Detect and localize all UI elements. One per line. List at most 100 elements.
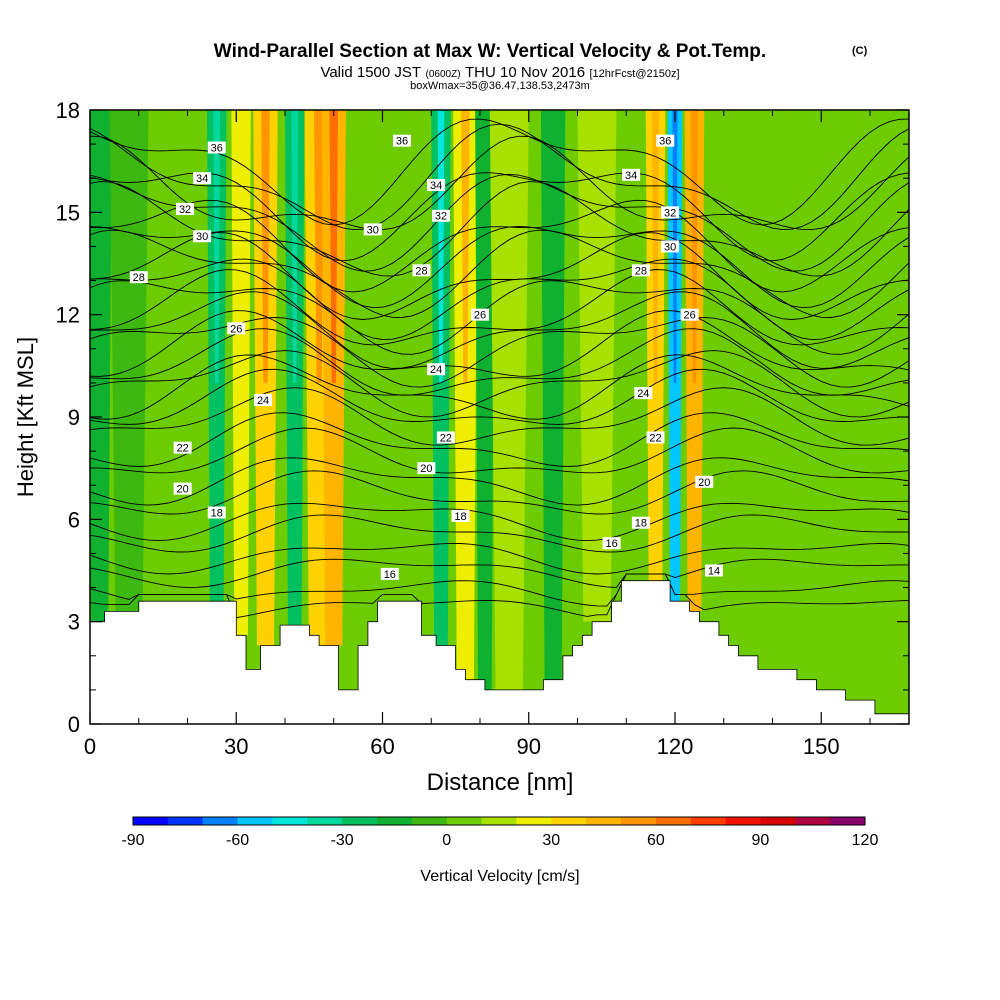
colorbar-label: Vertical Velocity [cm/s] <box>420 868 579 885</box>
contour-label: 20 <box>695 475 714 489</box>
velocity-column <box>394 110 420 602</box>
theta-contour <box>90 280 909 355</box>
contour-label: 18 <box>451 509 470 523</box>
velocity-core <box>291 110 299 383</box>
velocity-core <box>314 110 325 383</box>
contour-label: 18 <box>207 506 226 520</box>
contour-label: 16 <box>602 537 621 550</box>
colorbar-swatch <box>377 817 413 825</box>
theta-contour <box>90 502 909 542</box>
colorbar-swatch <box>795 817 831 825</box>
theta-contour <box>90 427 909 474</box>
svg-text:32: 32 <box>664 207 676 219</box>
y-tick-label: 9 <box>68 405 80 430</box>
colorbar-swatch <box>446 817 483 825</box>
colorbar-swatch <box>690 817 727 825</box>
colorbar-tick-label: 0 <box>442 832 451 849</box>
svg-text:30: 30 <box>664 241 676 253</box>
colorbar-tick-label: -90 <box>121 832 144 849</box>
svg-text:36: 36 <box>211 143 223 155</box>
terrain-layer <box>90 580 909 724</box>
svg-text:32: 32 <box>435 211 447 223</box>
svg-text:22: 22 <box>177 443 189 455</box>
svg-text:34: 34 <box>430 180 442 192</box>
colorbar-tick-label: 60 <box>647 832 665 849</box>
svg-text:20: 20 <box>177 484 189 496</box>
colorbar-swatch <box>621 817 657 825</box>
contour-label: 20 <box>417 462 436 475</box>
svg-text:26: 26 <box>230 323 242 335</box>
y-tick-label: 15 <box>56 200 80 225</box>
contour-label: 24 <box>427 363 446 376</box>
velocity-column <box>621 110 641 581</box>
svg-text:18: 18 <box>211 508 223 520</box>
theta-contour <box>90 269 909 346</box>
theta-contour <box>90 229 909 318</box>
theta-contour <box>90 225 909 309</box>
velocity-column <box>577 110 617 622</box>
velocity-column <box>109 110 149 612</box>
contour-label: 30 <box>363 223 382 236</box>
colorbar-tick-label: 120 <box>852 832 879 849</box>
contour-label: 34 <box>427 179 446 192</box>
contour-label: 16 <box>380 567 399 581</box>
theta-contour <box>90 470 909 515</box>
contour-label: 22 <box>436 431 455 444</box>
x-tick-label: 60 <box>370 734 394 759</box>
colorbar-tick-label: 90 <box>752 832 770 849</box>
colorbar-swatch <box>133 817 169 825</box>
colorbar-swatch <box>725 817 761 825</box>
svg-text:30: 30 <box>367 224 379 236</box>
theta-contour <box>90 514 909 553</box>
svg-text:22: 22 <box>440 432 452 444</box>
svg-text:28: 28 <box>133 272 145 284</box>
y-axis-label: Height [Kft MSL] <box>13 337 38 497</box>
theta-contour <box>90 317 909 388</box>
chart-subtitle: Valid 1500 JST (0600Z) THU 10 Nov 2016 [… <box>320 64 679 81</box>
theta-contour <box>90 350 909 418</box>
svg-text:30: 30 <box>196 231 208 243</box>
x-axis-label: Distance [nm] <box>427 769 574 796</box>
x-tick-label: 150 <box>803 734 840 759</box>
svg-text:36: 36 <box>396 136 408 148</box>
svg-text:24: 24 <box>430 364 442 376</box>
svg-text:20: 20 <box>420 463 432 475</box>
svg-text:26: 26 <box>684 310 696 322</box>
contour-label: 34 <box>622 168 641 182</box>
theta-contour <box>90 123 909 231</box>
theta-contour <box>90 118 909 226</box>
svg-text:24: 24 <box>637 388 649 400</box>
colorbar-swatch <box>411 817 448 825</box>
theta-contour <box>90 173 909 272</box>
colorbar-tick-label: -30 <box>331 832 354 849</box>
svg-text:16: 16 <box>606 538 618 550</box>
y-tick-label: 0 <box>68 712 80 737</box>
colorbar-swatch <box>760 817 796 825</box>
colorbar-swatch <box>307 817 343 825</box>
velocity-core <box>652 110 659 383</box>
plot-area: 36 34 32 30 28 26 24 22 20 18 36 34 32 30 28 26 24 22 20 18… <box>90 110 909 724</box>
velocity-core <box>437 110 445 383</box>
contour-label: 32 <box>661 206 680 219</box>
colorbar-swatch <box>516 817 552 825</box>
colorbar-swatch <box>551 817 587 825</box>
chart-title: Wind-Parallel Section at Max W: Vertical… <box>214 41 766 62</box>
contour-label: 22 <box>173 441 192 455</box>
y-tick-label: 18 <box>56 98 80 123</box>
x-tick-label: 120 <box>657 734 694 759</box>
colorbar-swatch <box>237 817 273 825</box>
svg-text:16: 16 <box>384 569 396 581</box>
theta-contour <box>90 291 909 369</box>
contour-label: 28 <box>412 264 431 277</box>
contour-label: 30 <box>661 240 680 253</box>
velocity-column <box>231 110 251 636</box>
x-tick-label: 0 <box>84 734 96 759</box>
contour-label: 20 <box>173 482 192 496</box>
colorbar: -90 -60 -30 0 30 60 90 120 <box>121 816 879 849</box>
contour-labels: 36 34 32 30 28 26 24 22 20 18 36 34 32 30 28 26 24 22 20 18… <box>129 134 723 581</box>
svg-text:28: 28 <box>635 265 647 277</box>
potential-temperature-contours <box>90 118 909 619</box>
y-tick-label: 6 <box>68 507 80 532</box>
x-tick-label: 30 <box>224 734 248 759</box>
